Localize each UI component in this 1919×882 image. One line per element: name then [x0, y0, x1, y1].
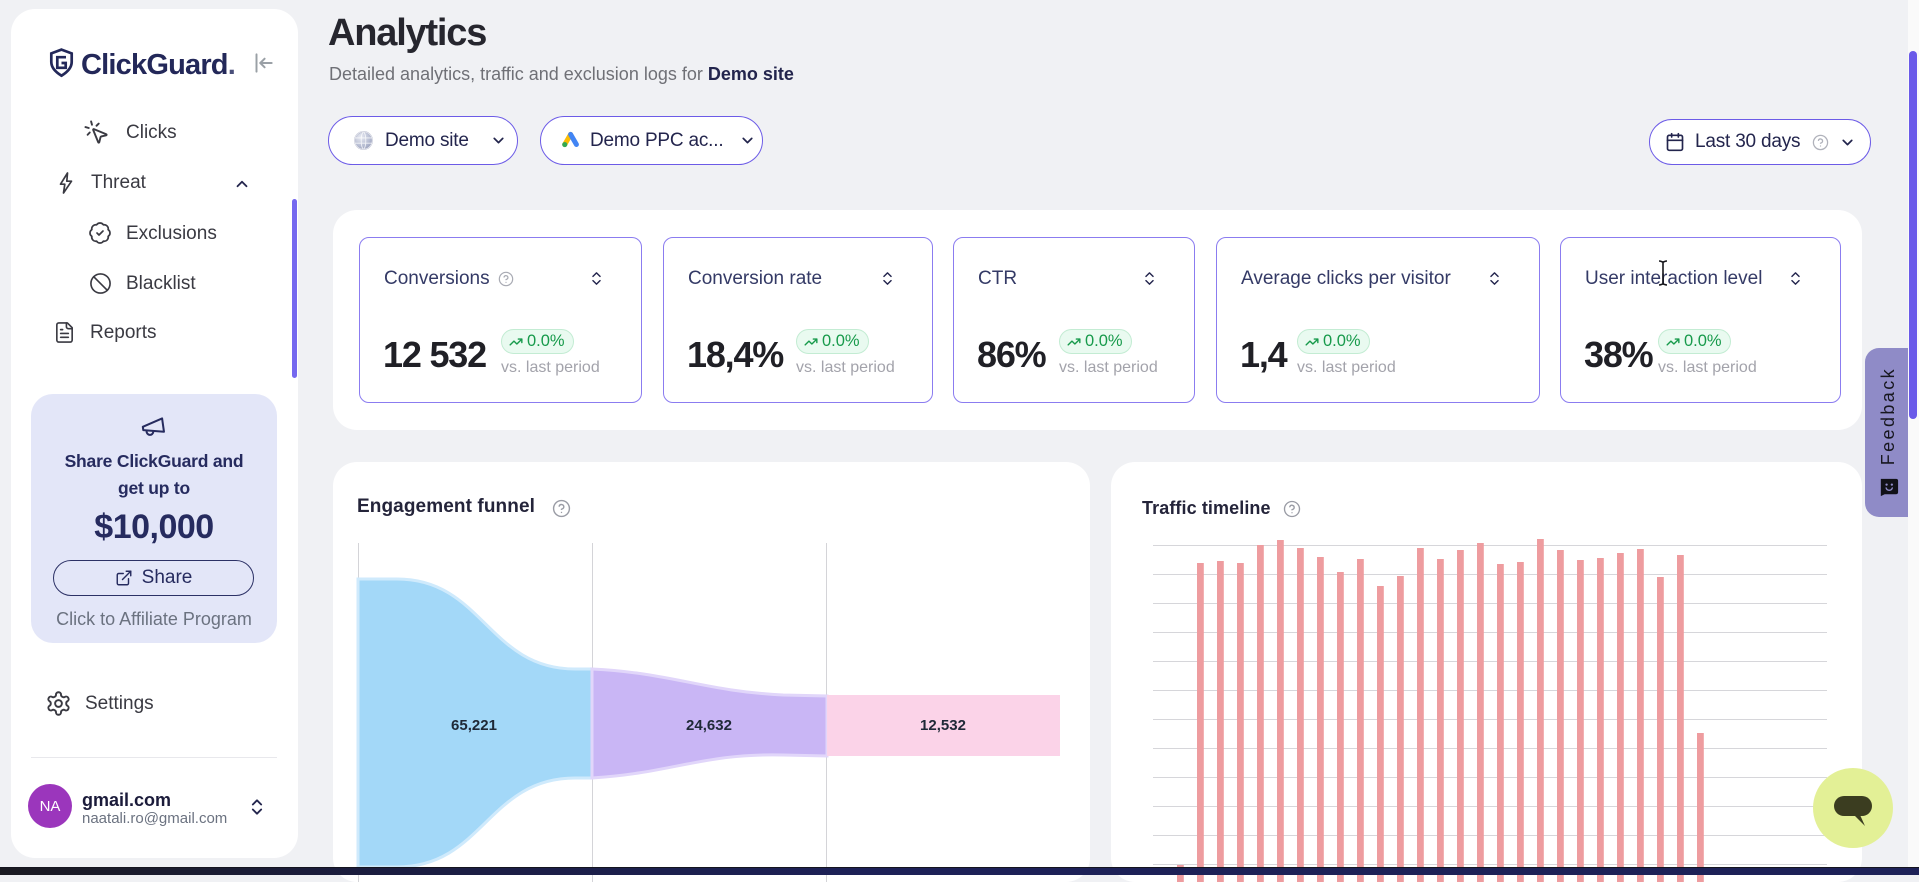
svg-text:65,221: 65,221: [451, 717, 497, 734]
svg-text:12,532: 12,532: [920, 717, 966, 734]
svg-text:24,632: 24,632: [686, 717, 732, 734]
